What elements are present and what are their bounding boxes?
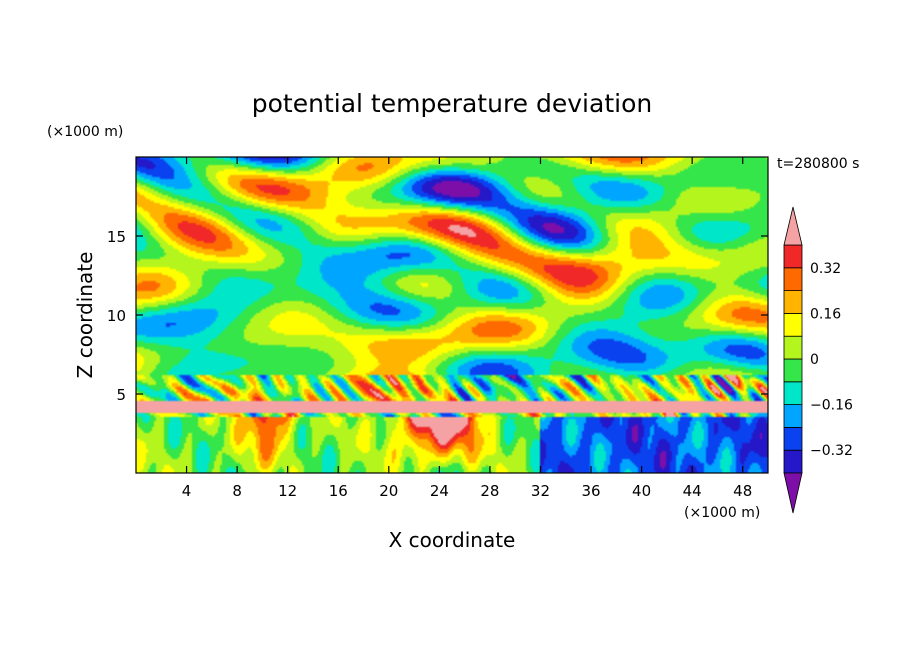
colorbar-box — [783, 449, 803, 474]
colorbar-box — [783, 267, 803, 291]
colorbar-box — [783, 358, 803, 383]
x-tick-label: 44 — [683, 482, 702, 500]
colorbar-box — [783, 244, 803, 269]
x-tick-label: 20 — [379, 482, 398, 500]
colorbar-box — [783, 290, 803, 314]
x-tick-label: 24 — [430, 482, 449, 500]
x-tick-label: 36 — [581, 482, 600, 500]
x-axis: 4 8 12 16 20 24 28 32 36 40 44 48 — [182, 157, 752, 500]
colorbar-box — [783, 312, 803, 337]
x-tick-label: 16 — [329, 482, 348, 500]
x-tick-label: 32 — [531, 482, 550, 500]
y-tick-label: 15 — [107, 228, 126, 246]
x-tick-label: 28 — [480, 482, 499, 500]
y-unit-label: (×1000 m) — [47, 124, 123, 140]
y-axis: 5 10 15 — [107, 228, 768, 404]
colorbar-box — [783, 426, 803, 451]
contour-field — [136, 157, 768, 473]
y-axis-title: Z coordinate — [73, 252, 97, 379]
time-label: t=280800 s — [777, 156, 859, 172]
x-unit-label: (×1000 m) — [684, 505, 760, 521]
x-axis-title: X coordinate — [389, 528, 516, 552]
y-tick-label: 10 — [107, 307, 126, 325]
y-tick-label: 5 — [116, 386, 126, 404]
colorbar-box — [783, 404, 803, 428]
x-tick-label: 48 — [733, 482, 752, 500]
colorbar-label: −0.16 — [810, 398, 853, 414]
colorbar-extend-min — [783, 472, 803, 514]
colorbar-label: 0.16 — [810, 306, 841, 322]
colorbar-box — [783, 335, 803, 360]
colorbar-extend-max — [783, 206, 803, 246]
colorbar-label: −0.32 — [810, 443, 853, 459]
x-tick-label: 8 — [232, 482, 242, 500]
colorbar-label: 0 — [810, 352, 819, 368]
colorbar: 0.32 0.16 0 −0.16 −0.32 — [783, 206, 853, 514]
colorbar-label: 0.32 — [810, 261, 841, 277]
x-tick-label: 40 — [632, 482, 651, 500]
chart-title: potential temperature deviation — [252, 89, 652, 118]
x-tick-label: 4 — [182, 482, 192, 500]
colorbar-box — [783, 381, 803, 405]
x-tick-label: 12 — [278, 482, 297, 500]
plot-area — [135, 156, 769, 474]
